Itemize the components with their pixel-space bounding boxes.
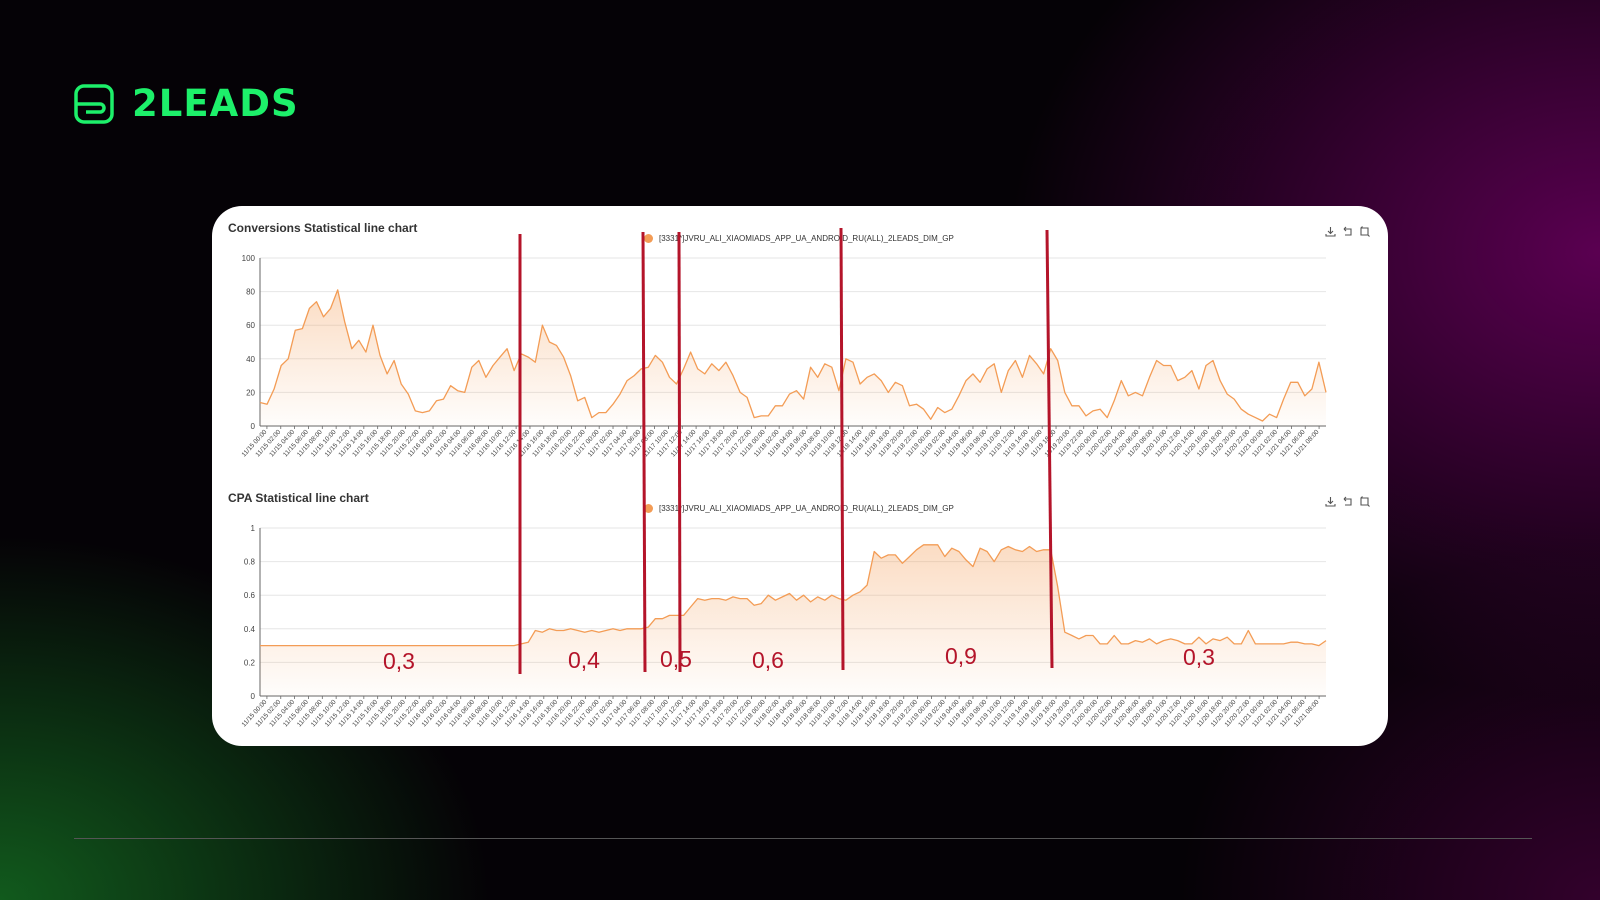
y-tick-label: 60 xyxy=(246,321,255,330)
y-tick-label: 0.2 xyxy=(244,658,256,667)
conversions-legend[interactable]: [3331*]JVRU_ALI_XIAOMIADS_APP_UA_ANDROID… xyxy=(644,234,954,243)
y-tick-label: 40 xyxy=(246,355,255,364)
legend-marker xyxy=(644,234,653,243)
y-tick-label: 20 xyxy=(246,388,255,397)
y-tick-label: 0 xyxy=(251,692,256,701)
cpa-legend[interactable]: [3331*]JVRU_ALI_XIAOMIADS_APP_UA_ANDROID… xyxy=(644,504,954,513)
conversions-legend-label: [3331*]JVRU_ALI_XIAOMIADS_APP_UA_ANDROID… xyxy=(659,234,954,243)
y-tick-label: 0 xyxy=(251,422,256,431)
segment-label: 0,9 xyxy=(945,643,977,669)
save-image-icon[interactable] xyxy=(1359,494,1370,507)
restore-icon[interactable] xyxy=(1342,494,1353,506)
annotation-line xyxy=(1045,229,1054,669)
download-icon[interactable] xyxy=(1325,224,1336,237)
series-area xyxy=(260,289,1326,426)
y-tick-label: 0.4 xyxy=(244,625,256,634)
chart-card: Conversions Statistical line chart [3331… xyxy=(212,206,1388,746)
restore-icon[interactable] xyxy=(1342,224,1353,236)
cpa-toolbox xyxy=(1325,494,1370,507)
conversions-toolbox xyxy=(1325,224,1370,237)
annotation-line xyxy=(641,231,647,673)
download-icon[interactable] xyxy=(1325,494,1336,507)
segment-label: 0,4 xyxy=(568,647,600,673)
series-area xyxy=(260,544,1326,696)
footer-divider xyxy=(74,838,1532,839)
cpa-legend-label: [3331*]JVRU_ALI_XIAOMIADS_APP_UA_ANDROID… xyxy=(659,504,954,513)
segment-label: 0,5 xyxy=(660,646,692,672)
y-tick-label: 1 xyxy=(251,524,256,533)
legend-marker xyxy=(644,504,653,513)
brand-logo: 2LEADS xyxy=(74,82,299,125)
conversions-chart-title: Conversions Statistical line chart xyxy=(228,221,418,235)
y-tick-label: 100 xyxy=(242,254,256,263)
y-tick-label: 0.6 xyxy=(244,591,256,600)
brand-logo-icon xyxy=(74,83,114,124)
brand-name: 2LEADS xyxy=(132,82,299,125)
segment-label: 0,3 xyxy=(1183,644,1215,670)
series-line xyxy=(259,289,1327,422)
cpa-chart-title: CPA Statistical line chart xyxy=(228,491,369,505)
annotation-line xyxy=(677,231,682,673)
y-tick-label: 80 xyxy=(246,288,255,297)
save-image-icon[interactable] xyxy=(1359,224,1370,237)
series-line xyxy=(260,544,1327,647)
segment-label: 0,6 xyxy=(752,647,784,673)
y-tick-label: 0.8 xyxy=(244,558,256,567)
segment-label: 0,3 xyxy=(383,648,415,674)
annotation-line xyxy=(839,227,845,671)
